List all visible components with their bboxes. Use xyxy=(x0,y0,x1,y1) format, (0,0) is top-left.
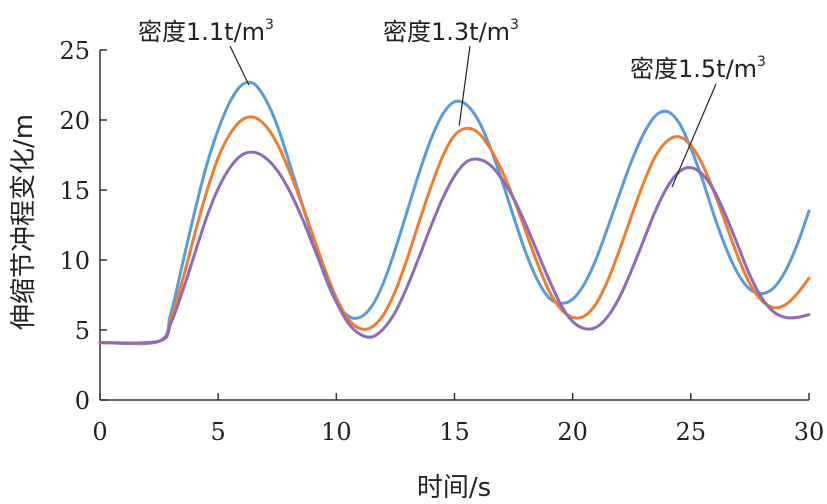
annotation-text: 密度1.1t/m xyxy=(138,18,265,46)
x-tick-label: 25 xyxy=(676,418,707,446)
x-tick-label: 15 xyxy=(439,418,470,446)
series-line-2 xyxy=(98,115,811,345)
y-tick-label: 0 xyxy=(75,387,90,415)
annotation-text: 密度1.5t/m xyxy=(630,55,757,83)
x-tick-label: 20 xyxy=(557,418,588,446)
y-tick-label: 15 xyxy=(59,177,90,205)
x-tick-label: 5 xyxy=(211,418,226,446)
x-tick-label: 0 xyxy=(92,418,107,446)
series-annotation-label: 密度1.5t/m3 xyxy=(630,54,766,83)
y-tick-label: 5 xyxy=(75,317,90,345)
series-annotation-label: 密度1.3t/m3 xyxy=(383,17,519,46)
series-line-1 xyxy=(98,80,811,346)
y-tick-label: 25 xyxy=(59,37,90,65)
y-axis-title: 伸缩节冲程变化/m xyxy=(9,114,39,330)
x-tick-label: 10 xyxy=(321,418,352,446)
annotation-leader-line xyxy=(229,45,250,86)
annotation-superscript: 3 xyxy=(757,54,766,70)
annotation-superscript: 3 xyxy=(265,17,274,33)
annotation-leader-line xyxy=(458,45,471,126)
annotation-superscript: 3 xyxy=(510,17,519,33)
y-tick-label: 20 xyxy=(59,107,90,135)
series-annotation-label: 密度1.1t/m3 xyxy=(138,17,274,46)
annotation-leader-line xyxy=(671,83,717,188)
x-tick-label: 30 xyxy=(794,418,825,446)
y-tick-label: 10 xyxy=(59,247,90,275)
series-line-3 xyxy=(98,150,811,345)
annotation-text: 密度1.3t/m xyxy=(383,18,510,46)
x-axis-title: 时间/s xyxy=(417,473,491,503)
